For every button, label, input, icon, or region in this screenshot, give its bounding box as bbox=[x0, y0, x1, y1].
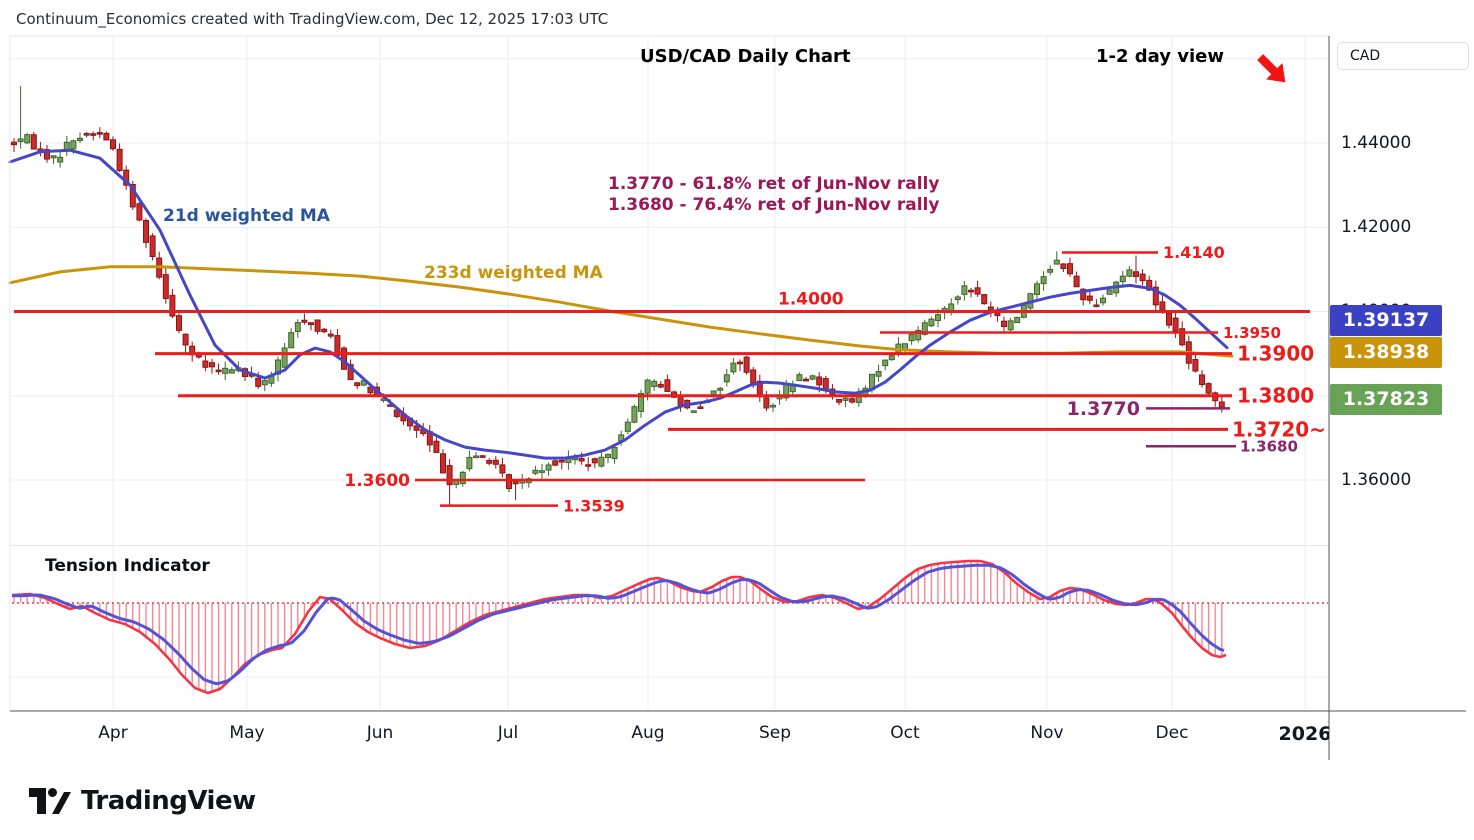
instrument-label: CAD bbox=[1350, 48, 1381, 64]
date-label-Jul: Jul bbox=[497, 723, 519, 743]
level-label-1.3900: 1.3900 bbox=[1237, 342, 1314, 366]
tradingview-logo[interactable]: TradingView bbox=[28, 786, 256, 816]
price-tick-1.36000: 1.36000 bbox=[1341, 469, 1412, 490]
price-marker-1.38938: 1.38938 bbox=[1330, 337, 1442, 368]
level-label-1.3770: 1.3770 bbox=[1067, 398, 1140, 420]
ma21-line bbox=[8, 148, 1229, 460]
instrument-badge[interactable]: CAD bbox=[1337, 42, 1469, 70]
tradingview-logo-text: TradingView bbox=[81, 786, 256, 816]
date-label-May: May bbox=[229, 723, 265, 743]
level-label-1.3800: 1.3800 bbox=[1237, 384, 1314, 408]
price-tick-1.42000: 1.42000 bbox=[1341, 217, 1412, 238]
level-label-1.3720~: 1.3720~ bbox=[1232, 417, 1326, 441]
tradingview-logo-icon bbox=[29, 788, 71, 814]
ma21-label: 21d weighted MA bbox=[163, 206, 330, 226]
date-label-Aug: Aug bbox=[631, 723, 665, 743]
credit-line: Continuum_Economics created with Trading… bbox=[16, 10, 609, 28]
tension-red-line bbox=[11, 559, 1227, 695]
retracement-line-1: 1.3770 - 61.8% ret of Jun-Nov rally bbox=[608, 174, 940, 194]
price-tick-1.44000: 1.44000 bbox=[1341, 133, 1412, 153]
retracement-note: 1.3770 - 61.8% ret of Jun-Nov rally 1.36… bbox=[608, 174, 939, 216]
price-marker-1.37823: 1.37823 bbox=[1330, 384, 1442, 415]
tension-signal-line bbox=[12, 563, 1225, 686]
ma233-label: 233d weighted MA bbox=[424, 263, 603, 283]
date-label-Oct: Oct bbox=[890, 723, 920, 743]
grid bbox=[10, 37, 1329, 710]
level-label-1.3950: 1.3950 bbox=[1223, 324, 1281, 342]
price-marker-1.39137: 1.39137 bbox=[1330, 305, 1442, 336]
date-label-Nov: Nov bbox=[1030, 723, 1064, 743]
date-label-Jun: Jun bbox=[366, 723, 394, 743]
date-axis[interactable]: Apr May Jun Jul Aug Sep Oct Nov Dec 2026 bbox=[10, 712, 1329, 758]
level-label-1.4140: 1.4140 bbox=[1163, 243, 1225, 262]
chart-title: USD/CAD Daily Chart bbox=[640, 46, 851, 67]
tension-indicator-label: Tension Indicator bbox=[45, 556, 210, 576]
view-horizon-label: 1-2 day view bbox=[1096, 46, 1225, 67]
date-label-2026: 2026 bbox=[1278, 723, 1329, 745]
date-label-Apr: Apr bbox=[98, 723, 128, 743]
level-label-1.3680: 1.3680 bbox=[1240, 438, 1298, 456]
date-label-Sep: Sep bbox=[758, 723, 792, 743]
panel-borders bbox=[9, 35, 1466, 760]
level-label-1.4000: 1.4000 bbox=[778, 289, 844, 309]
date-label-Dec: Dec bbox=[1155, 723, 1189, 743]
price-axis[interactable]: CAD 1.440001.420001.400001.380001.360001… bbox=[1330, 36, 1474, 760]
level-label-1.3600: 1.3600 bbox=[344, 471, 410, 491]
level-label-1.3539: 1.3539 bbox=[563, 496, 625, 515]
down-right-arrow-icon bbox=[1257, 54, 1286, 83]
retracement-line-2: 1.3680 - 76.4% ret of Jun-Nov rally bbox=[608, 195, 940, 215]
